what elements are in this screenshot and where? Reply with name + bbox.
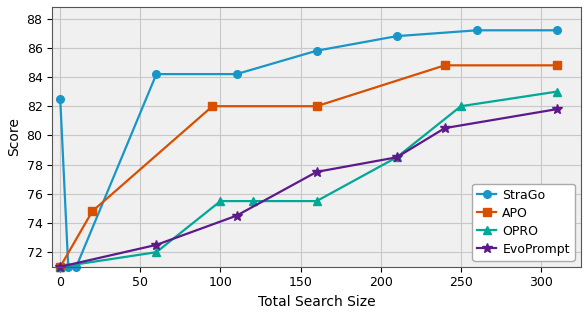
OPRO [457,104,465,108]
EvoPrompt [233,214,240,218]
APO [313,104,320,108]
OPRO [553,90,560,94]
OPRO [217,199,224,203]
APO [209,104,216,108]
OPRO [393,155,400,159]
EvoPrompt [442,126,449,130]
X-axis label: Total Search Size: Total Search Size [258,295,376,309]
Line: StraGo: StraGo [56,27,561,270]
APO [89,210,96,213]
StraGo [56,97,64,101]
Line: EvoPrompt: EvoPrompt [55,104,562,272]
Line: OPRO: OPRO [56,88,561,270]
OPRO [313,199,320,203]
Legend: StraGo, APO, OPRO, EvoPrompt: StraGo, APO, OPRO, EvoPrompt [472,184,575,260]
OPRO [56,265,64,269]
StraGo [153,72,160,76]
StraGo [233,72,240,76]
EvoPrompt [153,243,160,247]
EvoPrompt [393,155,400,159]
APO [56,265,64,269]
StraGo [473,28,480,32]
Y-axis label: Score: Score [7,118,21,156]
EvoPrompt [553,107,560,111]
OPRO [153,250,160,254]
EvoPrompt [313,170,320,174]
StraGo [65,265,72,269]
APO [553,64,560,67]
StraGo [73,265,80,269]
StraGo [313,49,320,53]
EvoPrompt [56,265,64,269]
StraGo [553,28,560,32]
OPRO [249,199,256,203]
StraGo [393,34,400,38]
Line: APO: APO [56,62,561,270]
APO [442,64,449,67]
